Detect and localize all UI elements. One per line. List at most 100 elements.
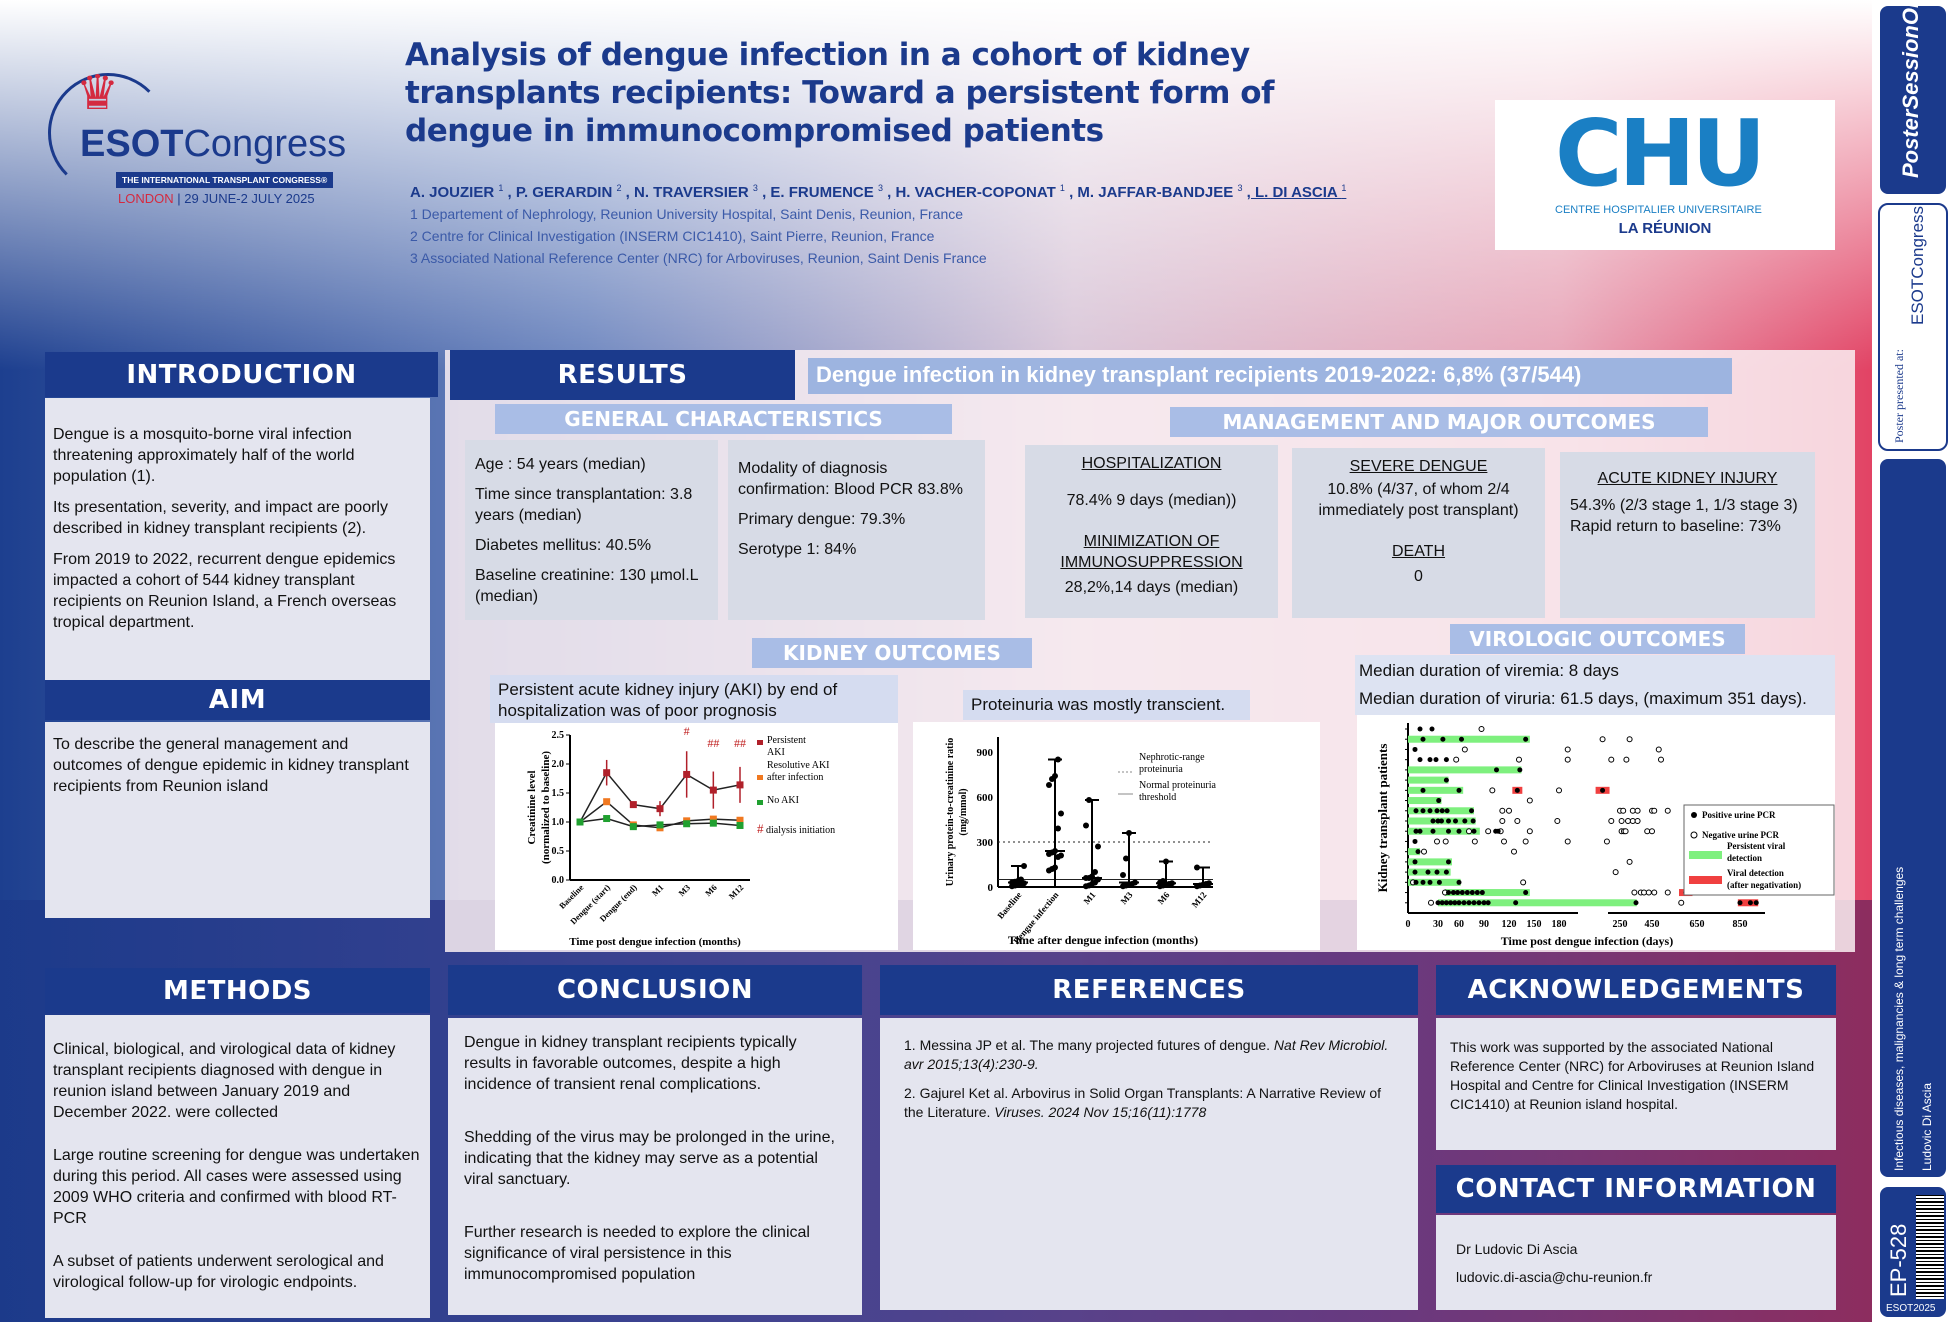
positive-pcr-point [1435, 900, 1441, 906]
negative-pcr-point [1625, 818, 1631, 824]
y-tick-label: 900 [977, 747, 994, 759]
immunosuppression-value: 28,2%,14 days (median) [1064, 579, 1239, 596]
x-tick-label: 120 [1502, 919, 1517, 930]
data-point [1206, 880, 1212, 887]
introduction-header: INTRODUCTION [45, 352, 438, 397]
data-point [1123, 855, 1129, 862]
dialysis-annotation: ## [707, 736, 719, 750]
negative-pcr-point [1651, 807, 1658, 814]
data-point [1089, 873, 1095, 880]
negative-pcr-point [1612, 869, 1619, 876]
data-point [1194, 864, 1200, 871]
y-tick-label: 300 [977, 837, 994, 849]
positive-pcr-point [1495, 828, 1501, 834]
x-axis-title: Time post dengue infection (days) [1501, 934, 1673, 948]
y-axis-title: Kidney transplant patients [1375, 744, 1390, 893]
persistent-detection-bar [1438, 899, 1637, 907]
negative-pcr-point [1678, 899, 1685, 906]
stat-time-since-transplant: Time since transplantation: 3.8 years (m… [475, 486, 693, 524]
positive-pcr-point [1433, 757, 1439, 763]
dialysis-annotation: ## [734, 736, 746, 750]
persistent-detection-bar [1408, 797, 1442, 805]
introduction-body: Dengue is a mosquito-borne viral infecti… [45, 398, 430, 680]
legend-label: Positive urine PCR [1702, 810, 1776, 820]
data-point [603, 769, 611, 777]
positive-pcr-point [1443, 777, 1449, 783]
x-tick-label: 90 [1479, 919, 1489, 930]
positive-pcr-point [1430, 818, 1436, 824]
persistent-detection-bar [1408, 786, 1464, 794]
y-axis-title: Urinary protein-to-creatinine ratio [945, 738, 956, 887]
poster-code: EP-528 [1886, 1223, 1911, 1297]
legend-label: after infection [767, 772, 823, 783]
positive-pcr-point [1446, 818, 1451, 824]
x-axis-title: Time post dengue infection (months) [569, 936, 741, 948]
positive-pcr-point [1753, 900, 1759, 906]
data-point [1092, 869, 1098, 875]
legend-label: No AKI [767, 795, 799, 806]
contact-email[interactable]: ludovic.di-ascia@chu-reunion.fr [1456, 1269, 1653, 1285]
stat-serotype: Serotype 1: 84% [738, 541, 857, 558]
data-point [736, 821, 744, 829]
legend-label: Persistent viral [1727, 841, 1786, 851]
negative-pcr-point [1499, 818, 1506, 824]
positive-pcr-point [1452, 900, 1458, 906]
positive-pcr-point [1446, 890, 1451, 896]
x-tick-label: 450 [1645, 919, 1660, 930]
positive-pcr-point [1747, 900, 1753, 906]
x-tick-label: M6 [1156, 889, 1172, 906]
data-point [1046, 782, 1052, 788]
negative-pcr-point [1428, 899, 1434, 906]
poster-session-online-badge[interactable]: PosterSessionOnline [1878, 0, 1948, 196]
legend-label: threshold [1139, 792, 1176, 803]
data-point [1058, 810, 1064, 817]
methods-header: METHODS [45, 968, 430, 1013]
x-tick-label: M1 [650, 882, 666, 898]
author: , P. GERARDIN 2 [507, 183, 622, 201]
sidebar-esot-logo: ESOTCongress [1908, 205, 1927, 325]
positive-pcr-point [1412, 838, 1418, 844]
positive-pcr-point [1440, 736, 1446, 742]
conclusion-paragraph: Shedding of the virus may be prolonged i… [464, 1129, 835, 1188]
viruria-duration: Median duration of viruria: 61.5 days, (… [1359, 689, 1807, 708]
positive-pcr-point [1737, 900, 1743, 906]
data-point [736, 816, 744, 824]
positive-pcr-point [1485, 900, 1491, 906]
data-point [629, 801, 637, 809]
methods-body: Clinical, biological, and virological da… [45, 1015, 430, 1318]
persistent-detection-bar [1408, 878, 1461, 886]
y-tick-label: 1.0 [552, 817, 565, 828]
persistent-detection-bar [1408, 766, 1522, 774]
positive-pcr-point [1444, 808, 1450, 814]
data-point [1021, 863, 1027, 869]
x-tick-label: 180 [1552, 919, 1567, 930]
persistent-detection-bar [1445, 889, 1530, 897]
contact-name: Dr Ludovic Di Ascia [1456, 1241, 1578, 1257]
aki-box: ACUTE KIDNEY INJURY 54.3% (2/3 stage 1, … [1560, 452, 1815, 618]
negative-pcr-point [1526, 828, 1533, 835]
persistent-detection-bar [1408, 776, 1449, 784]
poster-title: Analysis of dengue infection in a cohort… [405, 37, 1274, 149]
positive-pcr-point [1435, 818, 1441, 824]
data-point [1086, 797, 1092, 803]
positive-pcr-point [1459, 736, 1464, 742]
chu-line1: CENTRE HOSPITALIER UNIVERSITAIRE [1555, 204, 1762, 216]
chu-mark: CHU [1555, 100, 1766, 207]
legend-marker [757, 800, 763, 805]
x-tick-label: M12 [1190, 889, 1209, 909]
barcode-icon [1916, 1195, 1944, 1299]
data-point [1052, 864, 1058, 871]
data-point [1055, 825, 1061, 832]
positive-pcr-point [1413, 879, 1419, 885]
positive-pcr-point [1494, 767, 1499, 773]
immunosuppression-title: MINIMIZATION OF IMMUNOSUPPRESSION [1060, 533, 1243, 571]
positive-pcr-point [1471, 828, 1477, 834]
data-point [1052, 848, 1058, 854]
stat-primary-dengue: Primary dengue: 79.3% [738, 511, 906, 528]
positive-pcr-point [1513, 900, 1519, 906]
legend-marker [1689, 876, 1722, 884]
positive-pcr-point [1413, 808, 1419, 814]
negative-pcr-point [1622, 828, 1629, 835]
x-tick-label: M3 [1119, 889, 1135, 906]
